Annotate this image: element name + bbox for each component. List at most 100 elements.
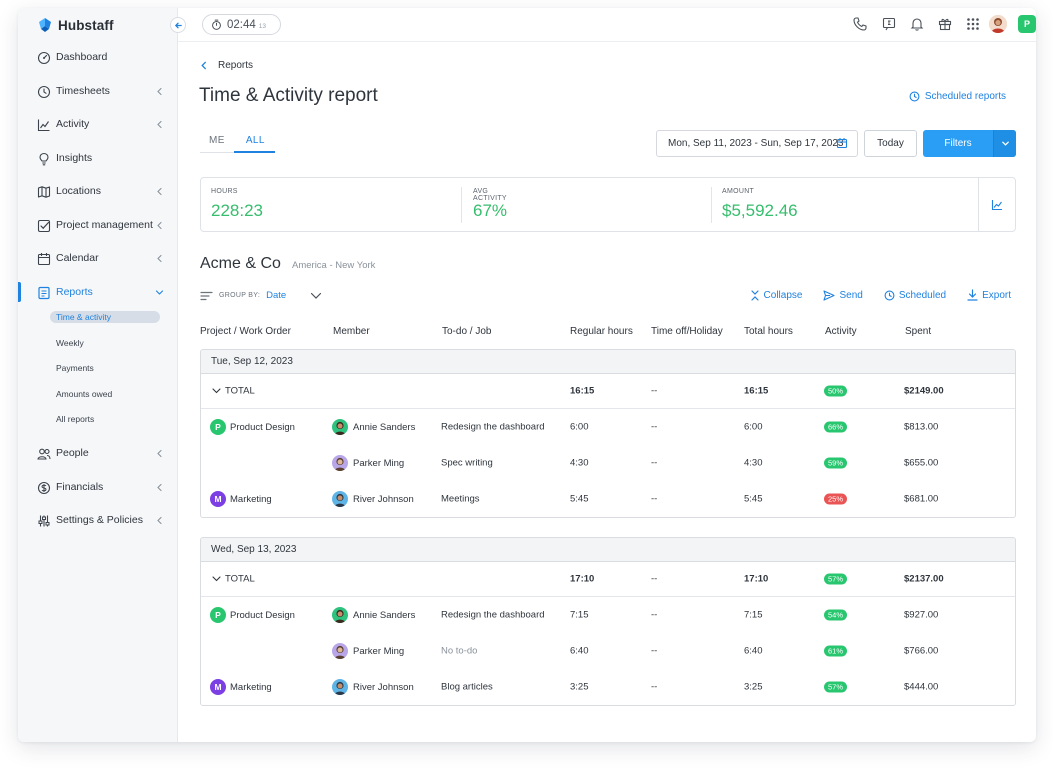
total-hours-cell: 7:15 [744, 609, 763, 621]
project-name: Product Design [230, 421, 295, 433]
table-row[interactable]: M Marketing River Johnson Blog articles 3:25… [201, 669, 1015, 705]
time-off-cell: -- [651, 645, 658, 657]
scheduled-reports-link[interactable]: Scheduled reports [909, 91, 1006, 102]
sidebar-item-timesheets[interactable]: Timesheets [18, 81, 178, 103]
summary-amount-label: AMOUNT [722, 188, 755, 195]
sidebar-item-calendar[interactable]: Calendar [18, 248, 178, 270]
sidebar-item-reports[interactable]: Reports [18, 282, 178, 304]
table-row[interactable]: Parker Ming Spec writing 4:30 -- 4:30 59% $655… [201, 445, 1015, 481]
bell-icon[interactable] [909, 16, 925, 32]
today-button[interactable]: Today [864, 130, 917, 157]
todo-cell[interactable]: Redesign the dashboard [441, 421, 545, 433]
member-cell[interactable]: River Johnson [332, 491, 414, 507]
org-badge[interactable]: P [1018, 15, 1036, 33]
download-icon [967, 289, 978, 301]
summary-chart-button[interactable] [978, 178, 1015, 231]
sidebar-item-dashboard[interactable]: Dashboard [18, 47, 178, 69]
hubstaff-logo-icon [39, 18, 51, 32]
regular-hours-cell: 6:40 [570, 645, 589, 657]
scheduled-label: Scheduled [898, 289, 947, 301]
todo-cell[interactable]: Redesign the dashboard [441, 609, 545, 621]
report-subitem-payments[interactable]: Payments [56, 363, 94, 373]
summary-divider [711, 187, 712, 223]
column-activity[interactable]: Activity [825, 326, 857, 337]
column-regular-hours[interactable]: Regular hours [570, 326, 633, 337]
sidebar-item-project-management[interactable]: Project management [18, 215, 178, 237]
table-row[interactable]: P Product Design Annie Sanders Redesign the… [201, 409, 1015, 445]
project-cell[interactable]: P Product Design [210, 419, 295, 435]
todo-cell[interactable]: Meetings [441, 493, 480, 505]
timer-widget[interactable]: 02:44 13 [202, 14, 281, 35]
user-avatar[interactable] [989, 15, 1007, 33]
member-avatar [332, 679, 348, 695]
project-initial-badge: M [210, 679, 226, 695]
todo-cell[interactable]: Blog articles [441, 681, 493, 693]
send-button[interactable]: Send [823, 289, 863, 301]
column-total-hours[interactable]: Total hours [744, 326, 793, 337]
activity-badge: 61% [824, 645, 848, 657]
filters-dropdown-toggle[interactable] [993, 130, 1016, 157]
sidebar-item-people[interactable]: People [18, 443, 178, 465]
date-range-picker[interactable]: Mon, Sep 11, 2023 - Sun, Sep 17, 2023 [656, 130, 858, 157]
tab-all[interactable]: ALL [233, 129, 275, 153]
total-toggle[interactable]: TOTAL [212, 386, 255, 397]
report-subitem-all-reports[interactable]: All reports [56, 414, 95, 424]
chevron-down-icon[interactable] [310, 292, 322, 300]
member-cell[interactable]: River Johnson [332, 679, 414, 695]
export-button[interactable]: Export [967, 289, 1011, 301]
project-initial-badge: P [210, 607, 226, 623]
logo[interactable]: Hubstaff [37, 16, 114, 34]
column-todo[interactable]: To-do / Job [442, 326, 492, 337]
member-avatar-icon [332, 643, 348, 659]
tab-me[interactable]: ME [200, 129, 234, 153]
project-cell[interactable]: P Product Design [210, 607, 295, 623]
member-cell[interactable]: Parker Ming [332, 455, 404, 471]
collapse-sidebar-button[interactable] [170, 17, 186, 33]
clock-icon [909, 91, 920, 102]
total-row[interactable]: TOTAL 16:15 -- 16:15 50% $2149.00 [201, 374, 1015, 409]
sidebar-item-label: People [56, 447, 89, 459]
column-spent[interactable]: Spent [905, 326, 932, 337]
total-time-off: -- [651, 573, 658, 585]
summary-activity-label: AVG ACTIVITY [473, 188, 507, 202]
column-project[interactable]: Project / Work Order [200, 326, 291, 337]
table-row[interactable]: M Marketing River Johnson Meetings 5:45 -- 5:4… [201, 481, 1015, 517]
scheduled-button[interactable]: Scheduled [884, 289, 946, 301]
phone-icon[interactable] [852, 16, 868, 32]
member-avatar [332, 455, 348, 471]
breadcrumb[interactable]: Reports [200, 60, 253, 71]
total-activity-badge: 57% [824, 573, 848, 585]
message-icon[interactable] [881, 16, 897, 32]
todo-cell[interactable]: No to-do [441, 645, 478, 657]
todo-cell[interactable]: Spec writing [441, 457, 493, 469]
project-cell[interactable]: M Marketing [210, 491, 272, 507]
report-subitem-time-activity[interactable]: Time & activity [50, 311, 160, 323]
project-cell[interactable]: M Marketing [210, 679, 272, 695]
collapse-button[interactable]: Collapse [750, 289, 802, 301]
activity-badge: 59% [824, 457, 848, 469]
total-toggle[interactable]: TOTAL [212, 574, 255, 585]
member-name: Parker Ming [353, 645, 405, 657]
report-subitem-weekly[interactable]: Weekly [56, 338, 84, 348]
member-cell[interactable]: Annie Sanders [332, 607, 415, 623]
member-cell[interactable]: Parker Ming [332, 643, 404, 659]
sidebar-item-financials[interactable]: Financials [18, 477, 178, 499]
table-row[interactable]: Parker Ming No to-do 6:40 -- 6:40 61% $766.00 [201, 633, 1015, 669]
gift-icon[interactable] [937, 16, 953, 32]
report-subitem-amounts-owed[interactable]: Amounts owed [56, 389, 113, 399]
chevron-left-icon [157, 87, 162, 96]
sidebar-item-insights[interactable]: Insights [18, 148, 178, 170]
table-row[interactable]: P Product Design Annie Sanders Redesign the… [201, 597, 1015, 633]
summary-panel: HOURS 228:23 AVG ACTIVITY 67% AMOUNT $5,… [200, 177, 1016, 232]
column-time-off[interactable]: Time off/Holiday [651, 326, 723, 337]
total-row[interactable]: TOTAL 17:10 -- 17:10 57% $2137.00 [201, 562, 1015, 597]
column-member[interactable]: Member [333, 326, 370, 337]
summary-activity-value: 67% [473, 201, 508, 220]
sidebar-item-settings-policies[interactable]: Settings & Policies [18, 510, 178, 532]
member-cell[interactable]: Annie Sanders [332, 419, 415, 435]
filters-button[interactable]: Filters [923, 130, 1016, 157]
group-by-control[interactable]: GROUP BY: Date [200, 290, 322, 301]
apps-grid-icon[interactable] [965, 16, 981, 32]
sidebar-item-locations[interactable]: Locations [18, 181, 178, 203]
sidebar-item-activity[interactable]: Activity [18, 114, 178, 136]
